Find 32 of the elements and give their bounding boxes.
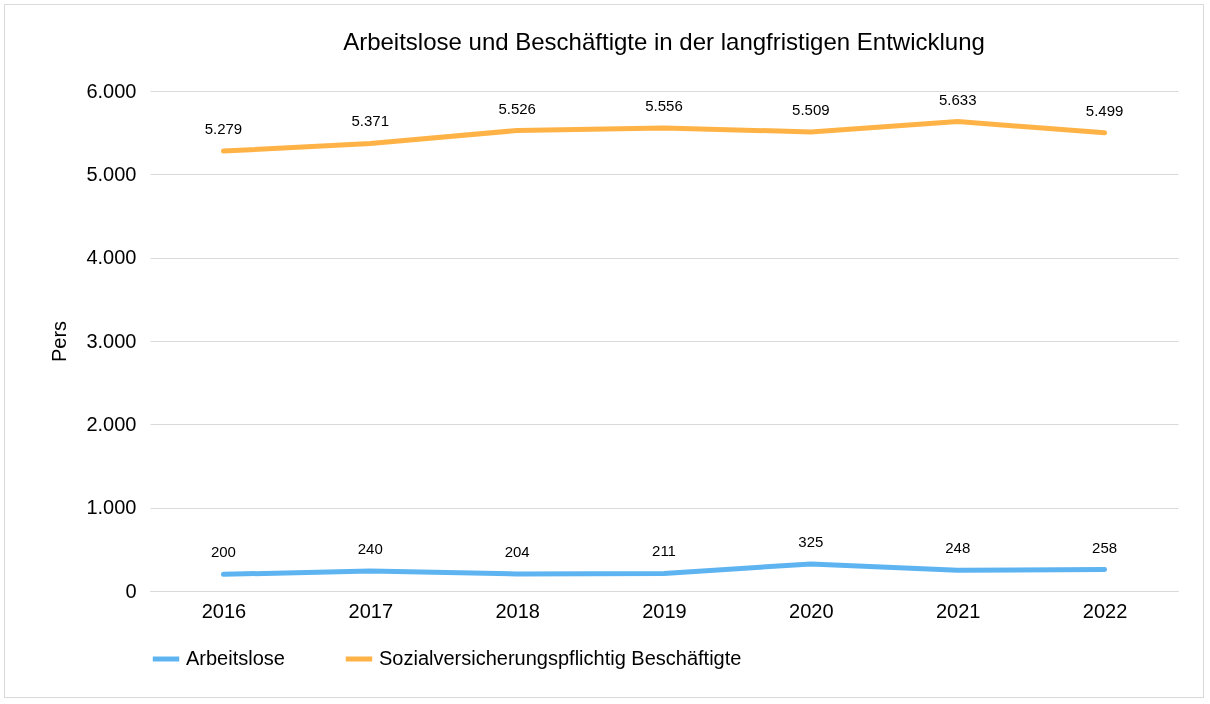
data-label: 248 — [945, 539, 971, 557]
y-tick-label: 3.000 — [86, 329, 137, 352]
data-label: 5.633 — [938, 90, 977, 108]
data-label: 204 — [504, 543, 530, 560]
legend-label: Arbeitslose — [186, 647, 285, 669]
data-label: 211 — [652, 542, 676, 560]
x-tick-label: 2018 — [495, 599, 540, 622]
data-label: 5.279 — [204, 120, 243, 138]
y-tick-label: 1.000 — [86, 496, 137, 519]
y-tick-label: 0 — [125, 579, 137, 602]
x-tick-label: 2019 — [642, 599, 687, 622]
chart-title: Arbeitslose und Beschäftigte in der langfristigen Entwicklung — [343, 28, 985, 55]
y-tick-label: 4.000 — [86, 246, 137, 269]
data-label: 258 — [1092, 538, 1118, 556]
x-tick-label: 2021 — [935, 599, 981, 622]
data-label: 5.509 — [792, 100, 830, 118]
data-label: 5.371 — [351, 112, 390, 130]
y-axis-title: Pers — [48, 320, 71, 363]
data-label: 325 — [798, 532, 824, 550]
data-label: 5.499 — [1085, 101, 1124, 119]
y-tick-label: 5.000 — [86, 162, 137, 185]
legend-label: Sozialversicherungspflichtig Beschäftigte — [379, 647, 742, 669]
x-tick-label: 2020 — [789, 599, 834, 622]
data-label: 5.526 — [498, 99, 536, 117]
data-label: 240 — [357, 540, 383, 557]
data-label: 5.556 — [645, 97, 683, 114]
x-tick-label: 2016 — [201, 599, 247, 622]
x-tick-label: 2022 — [1082, 599, 1128, 622]
x-tick-label: 2017 — [348, 599, 394, 622]
y-tick-label: 6.000 — [86, 79, 137, 102]
y-tick-label: 2.000 — [86, 412, 137, 435]
data-label: 200 — [210, 543, 236, 561]
